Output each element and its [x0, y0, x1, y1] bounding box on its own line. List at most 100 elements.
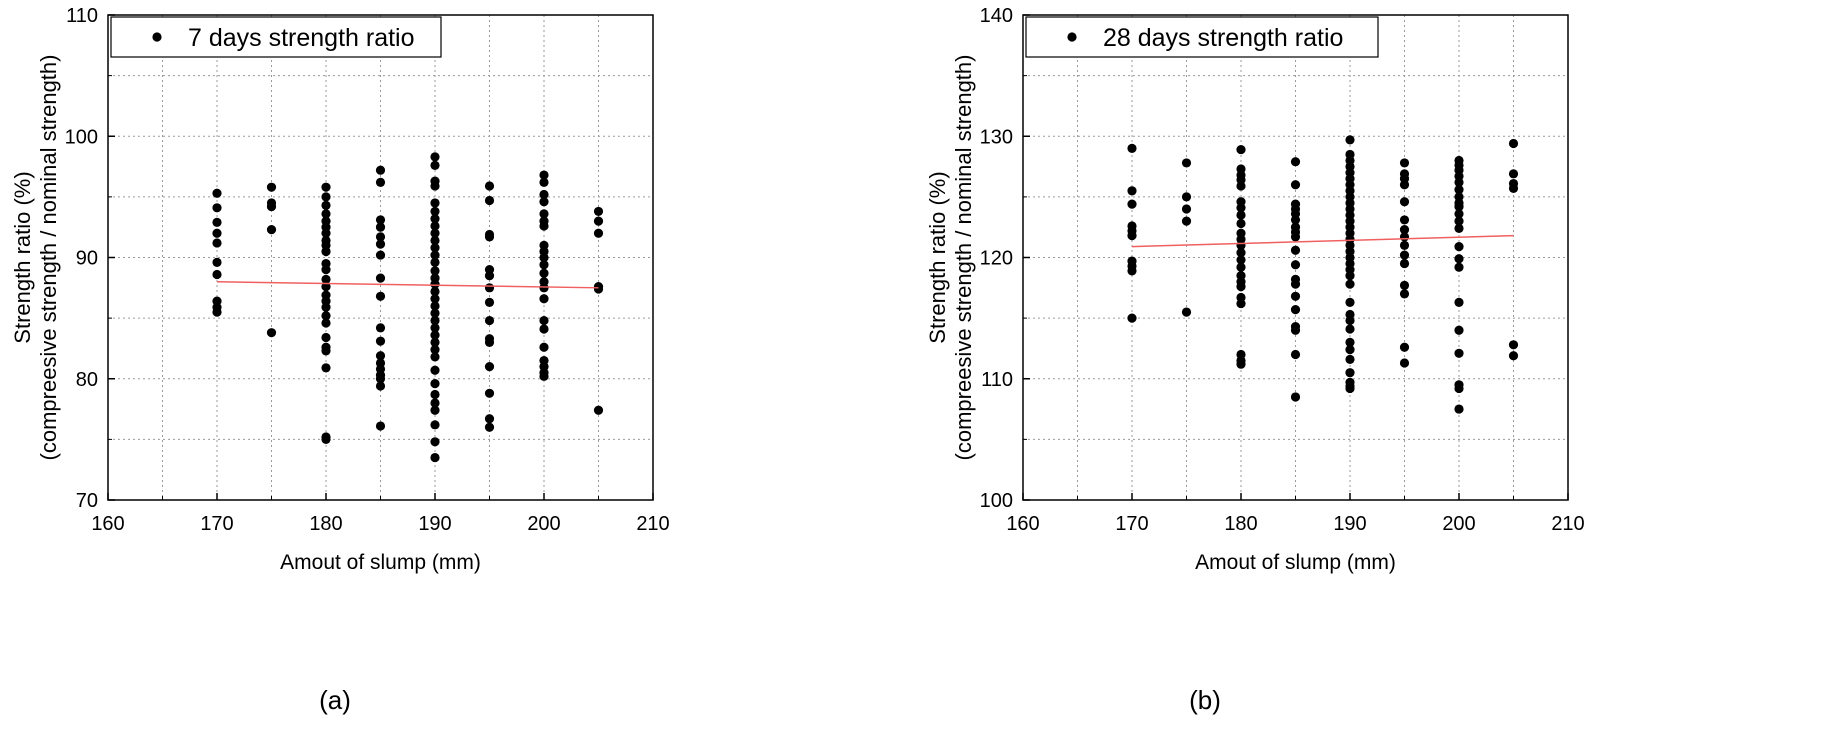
data-point — [430, 420, 440, 430]
data-point — [430, 206, 440, 217]
data-point — [1236, 262, 1246, 272]
data-point — [430, 405, 440, 415]
y-axis-title: Strength ratio (%) — [10, 171, 35, 343]
y-tick-label: 110 — [66, 5, 98, 27]
data-point — [539, 170, 549, 180]
data-point — [1454, 216, 1464, 226]
data-point — [1454, 254, 1464, 264]
data-point — [484, 414, 495, 424]
x-tick-label: 200 — [527, 513, 560, 535]
data-point — [1399, 158, 1410, 168]
chart-panel-a: 160 170 180 190 200 210 70 80 90 100 110 Amout of s… — [0, 0, 900, 741]
data-point — [430, 315, 440, 326]
data-point — [1236, 210, 1246, 220]
data-point — [212, 269, 222, 280]
data-point — [430, 266, 440, 276]
y-tick-label: 90 — [76, 248, 98, 270]
data-point — [1399, 289, 1410, 299]
data-point — [1290, 232, 1301, 242]
data-point — [1290, 279, 1301, 289]
data-point — [375, 381, 386, 391]
x-tick-label: 210 — [636, 513, 669, 535]
data-point — [321, 246, 331, 257]
data-point — [266, 225, 277, 235]
data-point — [212, 257, 222, 267]
data-point — [539, 294, 549, 304]
data-point — [1127, 266, 1137, 276]
y-tick-label: 120 — [980, 248, 1013, 270]
data-point — [484, 362, 495, 372]
chart-panel-b: 160 170 180 190 200 210 100 110 120 130 140 Amout o… — [915, 0, 1815, 741]
data-point — [1345, 324, 1355, 334]
data-point — [539, 177, 549, 187]
y-axis-subtitle: (compreesive strength / nominal strength… — [951, 55, 976, 461]
data-point — [375, 215, 386, 225]
legend-box — [110, 16, 442, 58]
data-point — [430, 379, 440, 389]
data-point — [1127, 313, 1137, 323]
x-tick-label: 210 — [1551, 513, 1584, 535]
data-point — [321, 332, 331, 343]
data-point — [430, 198, 440, 208]
data-point — [1127, 143, 1137, 153]
data-point — [1345, 368, 1355, 378]
data-point — [375, 291, 386, 301]
data-point — [212, 188, 222, 198]
data-point — [375, 351, 386, 361]
y-tick-label: 100 — [980, 490, 1013, 512]
data-point — [1290, 349, 1301, 360]
data-point — [1399, 180, 1410, 190]
data-point — [484, 283, 495, 293]
data-point — [430, 279, 440, 289]
data-point — [1454, 348, 1464, 358]
data-point — [484, 422, 495, 432]
data-point — [484, 271, 495, 281]
legend-marker — [152, 32, 162, 42]
data-point — [1181, 192, 1192, 202]
data-point — [484, 388, 495, 398]
data-point — [1236, 203, 1246, 213]
data-point — [1236, 298, 1246, 309]
data-point — [1345, 354, 1355, 364]
data-point — [539, 268, 549, 278]
data-point — [430, 160, 440, 170]
legend-label: 28 days strength ratio — [1103, 24, 1343, 52]
data-point — [1345, 297, 1355, 307]
data-point — [1345, 315, 1355, 326]
data-point — [1345, 383, 1355, 394]
data-point — [1454, 404, 1464, 414]
data-point — [1454, 223, 1464, 233]
data-point — [1290, 291, 1301, 301]
data-point — [539, 221, 549, 231]
data-point — [375, 421, 386, 431]
data-point — [1290, 305, 1301, 315]
data-point — [1454, 209, 1464, 219]
data-point — [1508, 340, 1519, 350]
data-point — [539, 315, 549, 326]
data-point — [1399, 232, 1410, 242]
data-point — [1236, 255, 1246, 265]
data-point — [321, 363, 331, 373]
data-point — [1508, 138, 1519, 149]
caption-a: (a) — [319, 685, 351, 715]
x-tick-label: 170 — [200, 513, 233, 535]
data-point — [430, 286, 440, 297]
data-point — [430, 452, 440, 463]
data-point — [375, 222, 386, 232]
data-point — [321, 192, 331, 202]
data-point — [539, 371, 549, 381]
data-point — [1454, 177, 1464, 187]
data-point — [212, 228, 222, 238]
data-point — [321, 434, 331, 444]
data-point — [484, 297, 495, 307]
data-point — [375, 165, 386, 175]
legend: 28 days strength ratio — [1025, 16, 1379, 58]
x-tick-label: 180 — [1224, 513, 1257, 535]
data-point — [321, 282, 331, 292]
data-point — [1236, 218, 1246, 229]
data-point — [1290, 157, 1301, 167]
data-point — [539, 283, 549, 293]
data-point — [1236, 282, 1246, 292]
data-point — [321, 200, 331, 210]
data-point — [593, 228, 604, 238]
